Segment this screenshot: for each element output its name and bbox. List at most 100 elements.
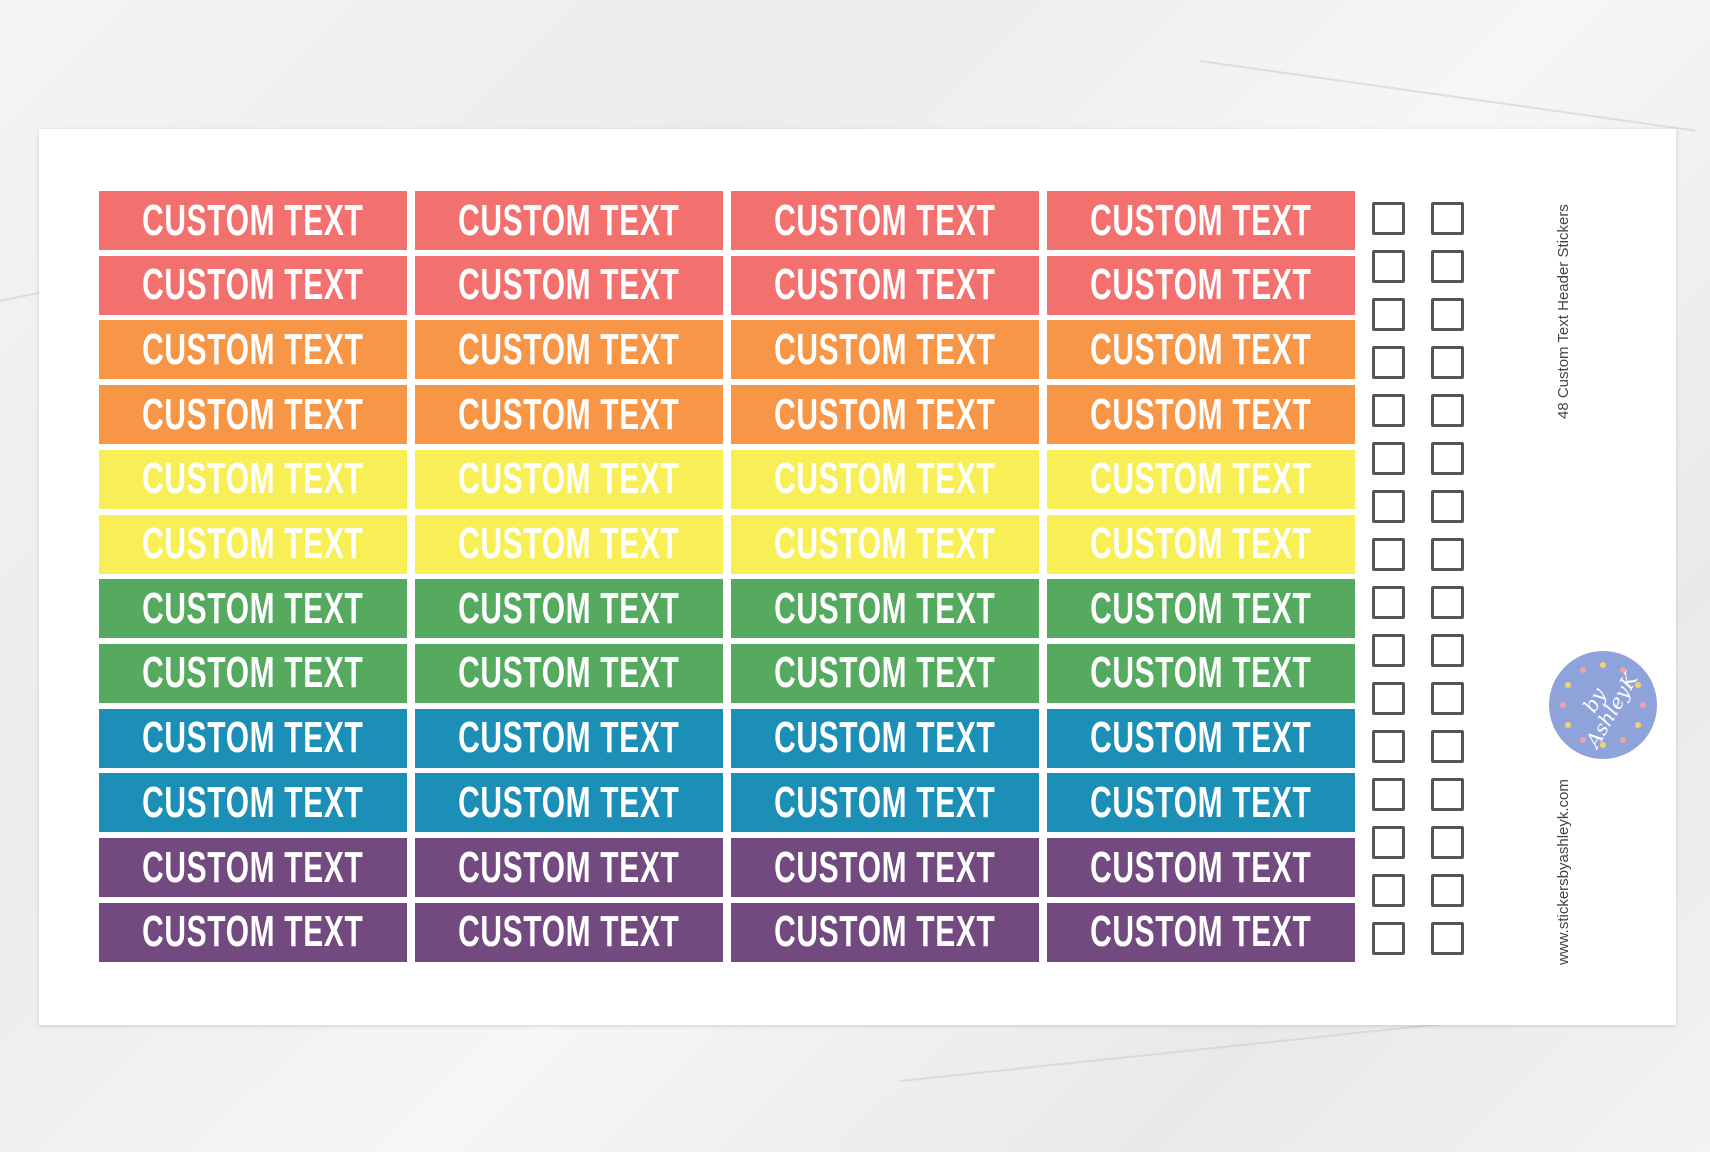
- sheet-title: 48 Custom Text Header Stickers: [1555, 204, 1572, 419]
- header-sticker: CUSTOM TEXT: [1047, 838, 1355, 897]
- header-sticker: CUSTOM TEXT: [731, 643, 1039, 703]
- checkbox-sticker: [1372, 250, 1405, 283]
- sticker-label: CUSTOM TEXT: [458, 195, 680, 245]
- sticker-label: CUSTOM TEXT: [458, 389, 680, 439]
- header-sticker: CUSTOM TEXT: [1047, 708, 1355, 768]
- logo-text: by AshleyK: [1577, 668, 1643, 752]
- sticker-label: CUSTOM TEXT: [458, 583, 680, 633]
- header-sticker: CUSTOM TEXT: [731, 838, 1039, 897]
- checkbox-sticker: [1372, 538, 1405, 571]
- sticker-label: CUSTOM TEXT: [142, 713, 364, 763]
- header-sticker: CUSTOM TEXT: [99, 838, 407, 897]
- sticker-label: CUSTOM TEXT: [1090, 454, 1312, 504]
- header-sticker: CUSTOM TEXT: [415, 385, 723, 445]
- checkbox-sticker: [1372, 298, 1405, 331]
- sticker-label: CUSTOM TEXT: [142, 907, 364, 957]
- sticker-label: CUSTOM TEXT: [774, 389, 996, 439]
- checkbox-sticker: [1372, 586, 1405, 619]
- sticker-label: CUSTOM TEXT: [142, 324, 364, 374]
- header-sticker: CUSTOM TEXT: [415, 320, 723, 380]
- header-sticker: CUSTOM TEXT: [1047, 320, 1355, 380]
- sticker-label: CUSTOM TEXT: [142, 260, 364, 310]
- header-sticker: CUSTOM TEXT: [415, 579, 723, 639]
- heart-icon: [1600, 742, 1606, 748]
- checkbox-sticker: [1431, 634, 1464, 667]
- checkbox-sticker: [1372, 682, 1405, 715]
- heart-icon: [1580, 667, 1586, 674]
- heart-icon: [1620, 736, 1626, 743]
- sticker-label: CUSTOM TEXT: [774, 324, 996, 374]
- sticker-label: CUSTOM TEXT: [142, 389, 364, 439]
- checkbox-sticker: [1431, 250, 1464, 283]
- header-sticker: CUSTOM TEXT: [1047, 255, 1355, 315]
- sticker-label: CUSTOM TEXT: [458, 842, 680, 892]
- header-sticker: CUSTOM TEXT: [99, 320, 407, 380]
- sticker-label: CUSTOM TEXT: [458, 519, 680, 568]
- header-sticker: CUSTOM TEXT: [1047, 385, 1355, 445]
- sticker-label: CUSTOM TEXT: [1090, 389, 1312, 439]
- checkbox-sticker: [1431, 442, 1464, 475]
- checkbox-sticker: [1372, 826, 1405, 859]
- header-sticker: CUSTOM TEXT: [415, 773, 723, 833]
- sticker-label: CUSTOM TEXT: [142, 454, 364, 504]
- header-sticker: CUSTOM TEXT: [1047, 191, 1355, 250]
- header-sticker: CUSTOM TEXT: [99, 708, 407, 768]
- header-sticker: CUSTOM TEXT: [415, 902, 723, 962]
- checkbox-sticker: [1431, 778, 1464, 811]
- header-sticker: CUSTOM TEXT: [99, 385, 407, 445]
- header-sticker: CUSTOM TEXT: [99, 191, 407, 250]
- checkbox-sticker: [1372, 730, 1405, 763]
- header-sticker: CUSTOM TEXT: [731, 579, 1039, 639]
- header-sticker: CUSTOM TEXT: [731, 320, 1039, 380]
- header-sticker: CUSTOM TEXT: [415, 643, 723, 703]
- heart-icon: [1640, 702, 1646, 708]
- header-sticker: CUSTOM TEXT: [731, 191, 1039, 250]
- checkbox-sticker: [1431, 202, 1464, 235]
- marble-vein: [1199, 60, 1696, 132]
- heart-icon: [1634, 722, 1641, 728]
- sticker-label: CUSTOM TEXT: [1090, 842, 1312, 892]
- header-sticker: CUSTOM TEXT: [415, 708, 723, 768]
- header-sticker: CUSTOM TEXT: [415, 514, 723, 574]
- brand-logo: by AshleyK: [1549, 651, 1657, 759]
- sticker-label: CUSTOM TEXT: [774, 907, 996, 957]
- sticker-label: CUSTOM TEXT: [458, 324, 680, 374]
- sticker-label: CUSTOM TEXT: [1090, 260, 1312, 310]
- sticker-label: CUSTOM TEXT: [1090, 777, 1312, 827]
- sticker-label: CUSTOM TEXT: [1090, 907, 1312, 957]
- sticker-sheet: CUSTOM TEXT CUSTOM TEXT CUSTOM TEXT CUSTOM …: [39, 129, 1676, 1025]
- heart-icon: [1620, 667, 1626, 674]
- header-sticker: CUSTOM TEXT: [99, 643, 407, 703]
- sticker-label: CUSTOM TEXT: [1090, 519, 1312, 568]
- sticker-label: CUSTOM TEXT: [458, 454, 680, 504]
- header-sticker: CUSTOM TEXT: [1047, 579, 1355, 639]
- header-sticker: CUSTOM TEXT: [731, 902, 1039, 962]
- header-sticker: CUSTOM TEXT: [99, 579, 407, 639]
- sticker-label: CUSTOM TEXT: [1090, 195, 1312, 245]
- sticker-label: CUSTOM TEXT: [774, 777, 996, 827]
- header-sticker: CUSTOM TEXT: [731, 255, 1039, 315]
- sticker-label: CUSTOM TEXT: [142, 777, 364, 827]
- sticker-label: CUSTOM TEXT: [458, 713, 680, 763]
- checkbox-sticker: [1431, 346, 1464, 379]
- sticker-label: CUSTOM TEXT: [142, 583, 364, 633]
- sticker-label: CUSTOM TEXT: [774, 454, 996, 504]
- sticker-label: CUSTOM TEXT: [774, 713, 996, 763]
- header-sticker: CUSTOM TEXT: [731, 514, 1039, 574]
- checkbox-sticker: [1431, 298, 1464, 331]
- sticker-label: CUSTOM TEXT: [458, 648, 680, 698]
- header-sticker: CUSTOM TEXT: [1047, 643, 1355, 703]
- sticker-label: CUSTOM TEXT: [458, 777, 680, 827]
- sticker-label: CUSTOM TEXT: [142, 648, 364, 698]
- checkbox-sticker: [1372, 922, 1405, 955]
- website-url: www.stickersbyashleyk.com: [1555, 779, 1572, 965]
- sticker-label: CUSTOM TEXT: [774, 583, 996, 633]
- checkbox-sticker: [1431, 682, 1464, 715]
- sticker-label: CUSTOM TEXT: [458, 260, 680, 310]
- heart-icon: [1580, 736, 1586, 743]
- sticker-label: CUSTOM TEXT: [1090, 713, 1312, 763]
- sticker-label: CUSTOM TEXT: [774, 260, 996, 310]
- header-sticker: CUSTOM TEXT: [415, 191, 723, 250]
- header-sticker: CUSTOM TEXT: [415, 255, 723, 315]
- sticker-label: CUSTOM TEXT: [774, 519, 996, 568]
